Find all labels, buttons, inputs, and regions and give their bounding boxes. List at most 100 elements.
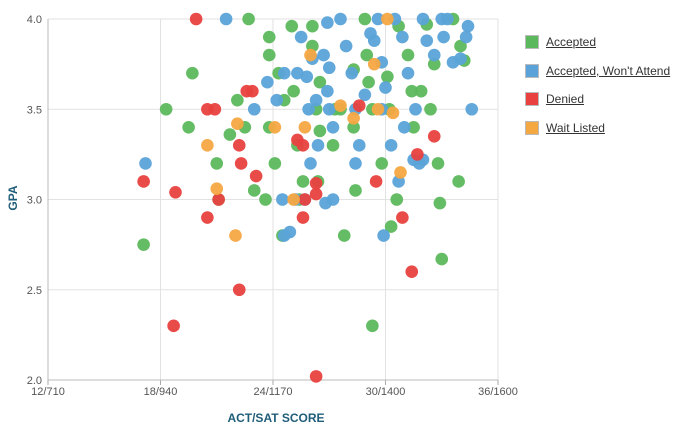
- data-point-denied[interactable]: [411, 148, 424, 161]
- data-point-wait-listed[interactable]: [298, 121, 312, 134]
- data-point-accepted-won-t-attend[interactable]: [322, 61, 336, 75]
- data-point-denied[interactable]: [427, 130, 441, 143]
- data-point-wait-listed[interactable]: [201, 139, 214, 152]
- data-point-accepted[interactable]: [381, 70, 394, 84]
- data-point-wait-listed[interactable]: [334, 99, 347, 112]
- data-point-denied[interactable]: [249, 169, 263, 183]
- data-point-accepted-won-t-attend[interactable]: [352, 139, 366, 152]
- data-point-accepted-won-t-attend[interactable]: [345, 66, 359, 80]
- legend-item-accepted[interactable]: Accepted: [525, 28, 675, 57]
- data-point-accepted-won-t-attend[interactable]: [461, 19, 475, 33]
- data-point-accepted[interactable]: [454, 39, 467, 53]
- data-point-accepted[interactable]: [337, 229, 351, 242]
- data-point-accepted-won-t-attend[interactable]: [334, 12, 347, 26]
- data-point-accepted-won-t-attend[interactable]: [247, 102, 261, 116]
- data-point-accepted-won-t-attend[interactable]: [377, 229, 390, 242]
- data-point-accepted[interactable]: [306, 19, 319, 33]
- data-point-accepted[interactable]: [347, 121, 360, 134]
- data-point-denied[interactable]: [169, 185, 182, 199]
- data-point-accepted[interactable]: [401, 48, 415, 62]
- data-point-accepted[interactable]: [431, 157, 445, 170]
- data-point-accepted-won-t-attend[interactable]: [409, 102, 422, 116]
- data-point-accepted-won-t-attend[interactable]: [277, 66, 291, 80]
- data-point-accepted[interactable]: [433, 196, 447, 210]
- data-point-accepted[interactable]: [349, 184, 362, 197]
- data-point-accepted[interactable]: [313, 75, 327, 89]
- data-point-wait-listed[interactable]: [268, 121, 282, 134]
- data-point-accepted[interactable]: [247, 184, 261, 197]
- data-point-accepted-won-t-attend[interactable]: [364, 27, 377, 40]
- data-point-accepted[interactable]: [231, 93, 244, 107]
- data-point-denied[interactable]: [234, 157, 248, 170]
- data-point-accepted-won-t-attend[interactable]: [300, 70, 314, 84]
- data-point-accepted-won-t-attend[interactable]: [339, 39, 353, 53]
- data-point-accepted[interactable]: [159, 102, 173, 116]
- data-point-accepted-won-t-attend[interactable]: [397, 121, 411, 134]
- data-point-accepted[interactable]: [405, 84, 419, 98]
- data-point-denied[interactable]: [296, 211, 310, 224]
- data-point-accepted[interactable]: [407, 121, 420, 134]
- data-point-accepted-won-t-attend[interactable]: [319, 196, 332, 210]
- data-point-accepted[interactable]: [435, 252, 449, 266]
- data-point-denied[interactable]: [352, 99, 366, 112]
- data-point-denied[interactable]: [296, 139, 310, 152]
- data-point-accepted-won-t-attend[interactable]: [465, 102, 479, 116]
- data-point-wait-listed[interactable]: [347, 111, 360, 125]
- data-point-denied[interactable]: [309, 370, 323, 383]
- data-point-accepted[interactable]: [384, 220, 398, 233]
- data-point-wait-listed[interactable]: [394, 166, 407, 179]
- data-point-accepted[interactable]: [427, 57, 441, 71]
- data-point-wait-listed[interactable]: [287, 193, 300, 206]
- data-point-accepted[interactable]: [366, 319, 379, 333]
- data-point-wait-listed[interactable]: [386, 106, 400, 120]
- data-point-accepted[interactable]: [268, 157, 282, 170]
- data-point-accepted[interactable]: [262, 30, 276, 44]
- data-point-accepted[interactable]: [186, 66, 199, 80]
- data-point-denied[interactable]: [309, 176, 323, 190]
- data-point-denied[interactable]: [137, 175, 150, 188]
- data-point-accepted[interactable]: [262, 48, 276, 62]
- data-point-accepted-won-t-attend[interactable]: [401, 66, 415, 80]
- data-point-accepted-won-t-attend[interactable]: [309, 93, 323, 107]
- data-point-denied[interactable]: [167, 319, 180, 333]
- data-point-accepted[interactable]: [182, 121, 195, 134]
- data-point-accepted[interactable]: [223, 128, 237, 141]
- data-point-denied[interactable]: [208, 102, 222, 116]
- data-point-accepted[interactable]: [313, 124, 327, 138]
- data-point-accepted-won-t-attend[interactable]: [427, 48, 441, 62]
- data-point-accepted-won-t-attend[interactable]: [321, 16, 334, 29]
- data-point-accepted-won-t-attend[interactable]: [261, 75, 274, 89]
- data-point-accepted[interactable]: [326, 139, 340, 152]
- data-point-accepted[interactable]: [210, 157, 224, 170]
- data-point-accepted-won-t-attend[interactable]: [270, 93, 284, 107]
- data-point-accepted-won-t-attend[interactable]: [321, 84, 334, 98]
- data-point-accepted[interactable]: [242, 12, 255, 26]
- data-point-accepted-won-t-attend[interactable]: [371, 12, 385, 26]
- data-point-denied[interactable]: [212, 193, 225, 206]
- data-point-accepted[interactable]: [285, 19, 299, 33]
- data-point-accepted[interactable]: [452, 175, 465, 188]
- data-point-accepted-won-t-attend[interactable]: [317, 48, 330, 62]
- data-point-wait-listed[interactable]: [367, 57, 381, 71]
- data-point-accepted[interactable]: [390, 193, 404, 206]
- data-point-denied[interactable]: [298, 193, 312, 206]
- data-point-wait-listed[interactable]: [229, 229, 242, 242]
- legend-item-wait-listed[interactable]: Wait Listed: [525, 114, 675, 143]
- data-point-accepted-won-t-attend[interactable]: [294, 30, 308, 44]
- data-point-wait-listed[interactable]: [210, 182, 224, 195]
- data-point-accepted[interactable]: [358, 12, 372, 26]
- data-point-wait-listed[interactable]: [381, 12, 394, 26]
- data-point-accepted[interactable]: [414, 84, 428, 98]
- data-point-accepted[interactable]: [287, 84, 300, 98]
- data-point-accepted-won-t-attend[interactable]: [326, 121, 340, 134]
- data-point-denied[interactable]: [232, 283, 246, 297]
- data-point-accepted-won-t-attend[interactable]: [276, 193, 289, 206]
- data-point-accepted[interactable]: [296, 175, 310, 188]
- data-point-denied[interactable]: [369, 175, 383, 188]
- data-point-denied[interactable]: [189, 12, 203, 26]
- data-point-accepted-won-t-attend[interactable]: [420, 34, 434, 47]
- data-point-denied[interactable]: [201, 211, 214, 224]
- data-point-accepted-won-t-attend[interactable]: [302, 102, 315, 116]
- data-point-denied[interactable]: [309, 187, 323, 201]
- data-point-accepted-won-t-attend[interactable]: [379, 81, 392, 94]
